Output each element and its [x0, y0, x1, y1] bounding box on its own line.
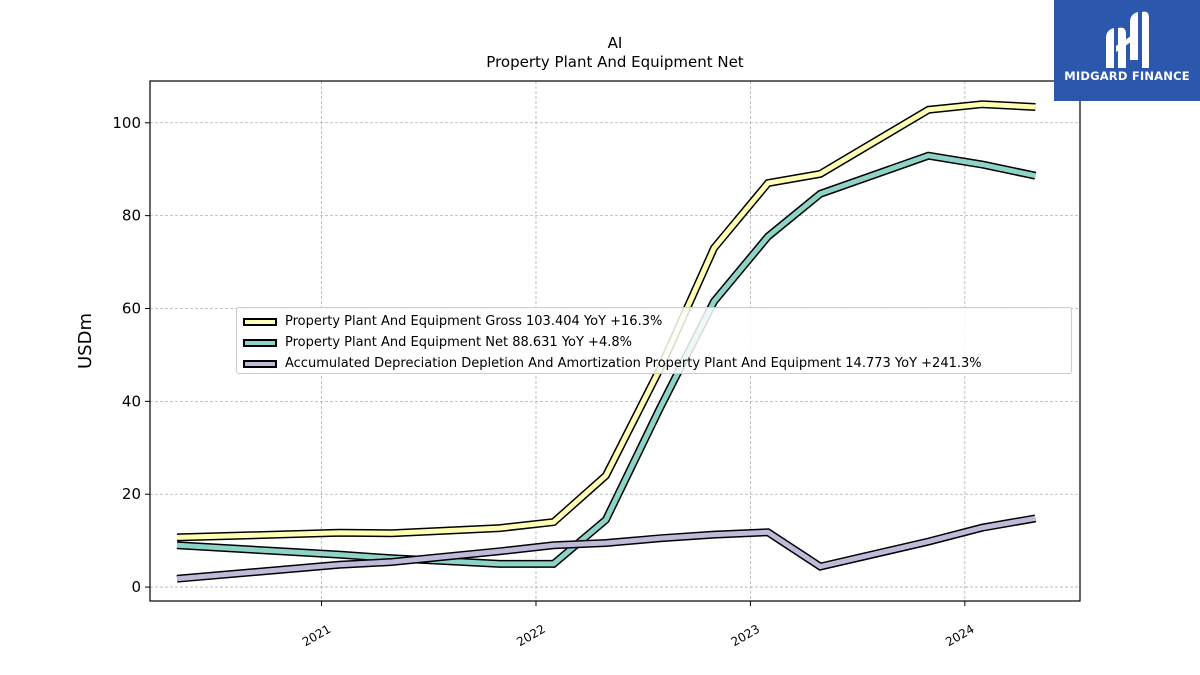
x-tick-label: 2021	[300, 622, 333, 649]
brand-logo: MIDGARD FINANCE	[1054, 0, 1200, 101]
chart-title: AI	[608, 34, 623, 52]
plot-frame	[149, 80, 1081, 602]
x-tick-label: 2022	[514, 622, 547, 649]
x-tick-label: 2024	[943, 622, 976, 649]
x-tick-label: 2023	[729, 622, 762, 649]
legend-label-depreciation: Accumulated Depreciation Depletion And A…	[285, 356, 982, 371]
legend-item-net: Property Plant And Equipment Net 88.631 …	[243, 332, 1065, 353]
legend-swatch-net	[243, 338, 277, 347]
legend: Property Plant And Equipment Gross 103.4…	[236, 307, 1072, 374]
legend-item-gross: Property Plant And Equipment Gross 103.4…	[243, 311, 1065, 332]
y-tick-label: 100	[112, 114, 141, 132]
legend-item-depreciation: Accumulated Depreciation Depletion And A…	[243, 353, 1065, 374]
y-axis-label: USDm	[75, 313, 96, 369]
legend-swatch-gross	[243, 317, 277, 326]
legend-label-gross: Property Plant And Equipment Gross 103.4…	[285, 314, 663, 329]
brand-name: MIDGARD FINANCE	[1064, 69, 1190, 83]
y-tick-label: 20	[122, 485, 141, 503]
midgard-m-logo-icon	[1106, 11, 1149, 69]
axis-ticks: 0 20 40 60 80 100 2021 2022 2023 2024	[112, 114, 976, 649]
series-stroke	[176, 515, 1036, 582]
series-line-3	[176, 514, 1037, 583]
y-tick-label: 0	[131, 578, 141, 596]
legend-swatch-depreciation	[243, 359, 277, 368]
chart-subtitle: Property Plant And Equipment Net	[486, 53, 743, 71]
y-tick-label: 60	[122, 300, 141, 318]
legend-label-net: Property Plant And Equipment Net 88.631 …	[285, 335, 632, 350]
y-tick-label: 40	[122, 392, 141, 410]
y-tick-label: 80	[122, 207, 141, 225]
